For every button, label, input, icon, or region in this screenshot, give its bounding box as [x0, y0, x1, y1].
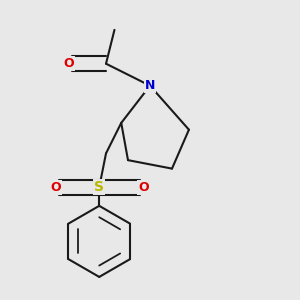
- Text: O: O: [138, 181, 148, 194]
- Text: O: O: [50, 181, 61, 194]
- Text: S: S: [94, 180, 104, 194]
- Text: N: N: [145, 79, 155, 92]
- Text: O: O: [64, 57, 74, 70]
